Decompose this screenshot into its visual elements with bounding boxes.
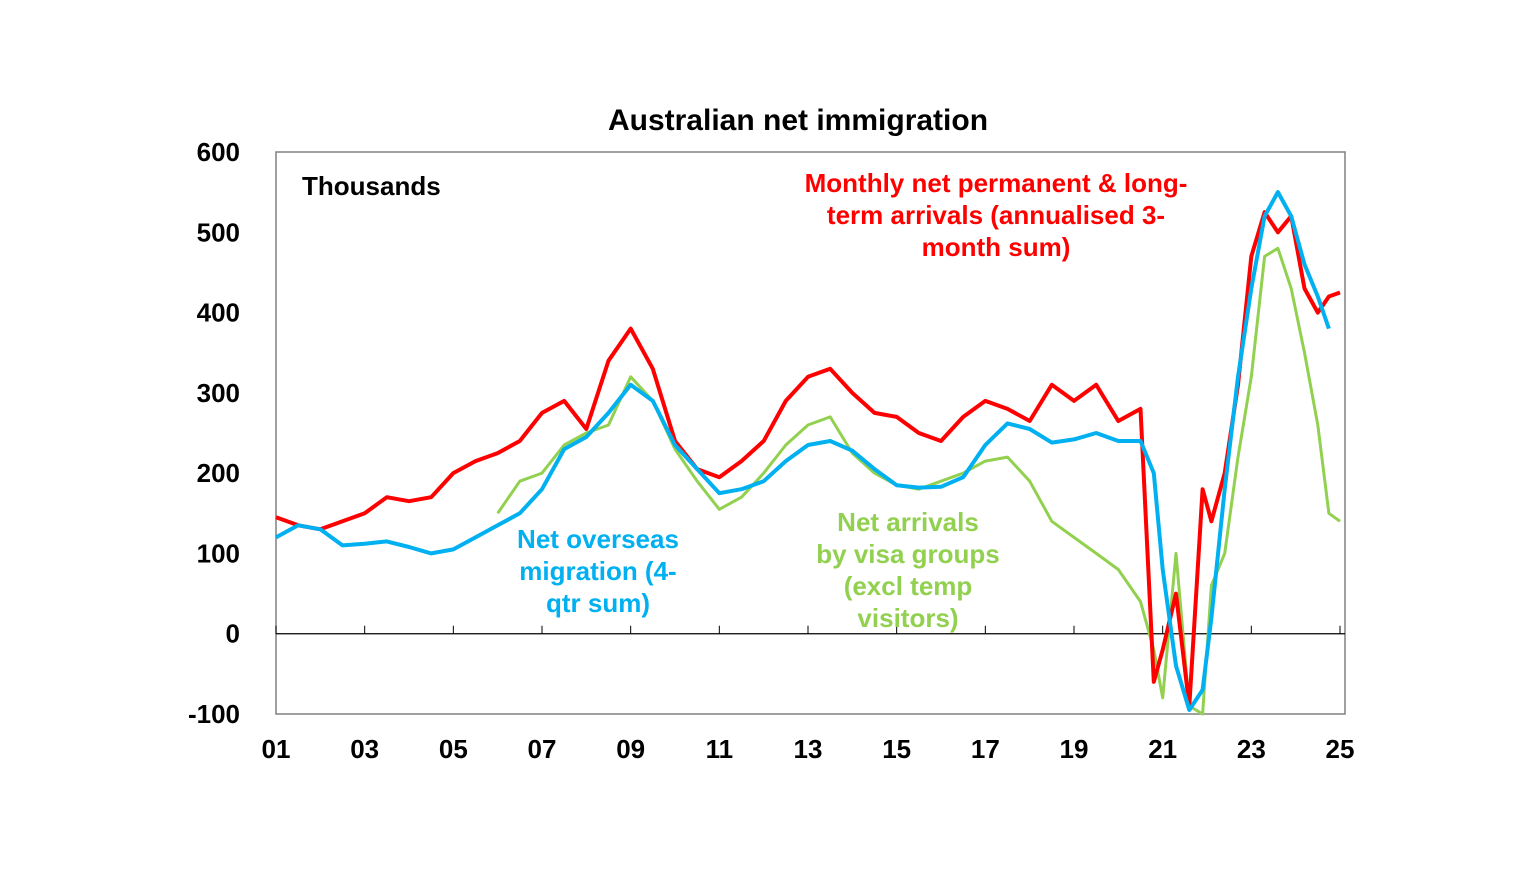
series-line	[275, 190, 1331, 712]
annotation-line: Net overseas	[517, 524, 679, 554]
x-tick-label: 07	[528, 734, 557, 764]
x-tick-label: 15	[882, 734, 911, 764]
y-tick-label: 500	[197, 217, 240, 247]
x-tick-label: 17	[971, 734, 1000, 764]
y-tick-label: 600	[197, 137, 240, 167]
plot-area	[275, 151, 1346, 715]
x-tick-label: 03	[350, 734, 379, 764]
annotation-line: Monthly net permanent & long-	[805, 168, 1188, 198]
chart-title: Australian net immigration	[608, 104, 988, 137]
y-tick-label: 300	[197, 378, 240, 408]
annotation-line: visitors)	[857, 603, 958, 633]
y-tick-label: -100	[188, 699, 240, 729]
x-tick-label: 25	[1326, 734, 1355, 764]
annotation-line: qtr sum)	[546, 588, 650, 618]
annotation-line: (excl temp	[844, 571, 973, 601]
annotation-line: term arrivals (annualised 3-	[827, 200, 1165, 230]
y-tick-label: 400	[197, 298, 240, 328]
y-tick-label: 200	[197, 458, 240, 488]
annotation-line: migration (4-	[519, 556, 676, 586]
y-tick-label: 100	[197, 538, 240, 568]
x-tick-label: 21	[1148, 734, 1177, 764]
annotation-line: by visa groups	[816, 539, 1000, 569]
x-tick-label: 05	[439, 734, 468, 764]
series-line	[496, 246, 1341, 716]
x-tick-label: 11	[706, 734, 734, 764]
x-tick-label: 09	[616, 734, 645, 764]
x-tick-label: 01	[262, 734, 291, 764]
annotation-line: Net arrivals	[837, 507, 979, 537]
y-tick-label: 0	[226, 619, 240, 649]
series-line	[275, 210, 1341, 708]
x-tick-label: 23	[1237, 734, 1266, 764]
x-tick-label: 19	[1060, 734, 1089, 764]
annotation-line: month sum)	[922, 232, 1071, 262]
x-tick-label: 13	[794, 734, 823, 764]
unit-label: Thousands	[302, 171, 441, 201]
